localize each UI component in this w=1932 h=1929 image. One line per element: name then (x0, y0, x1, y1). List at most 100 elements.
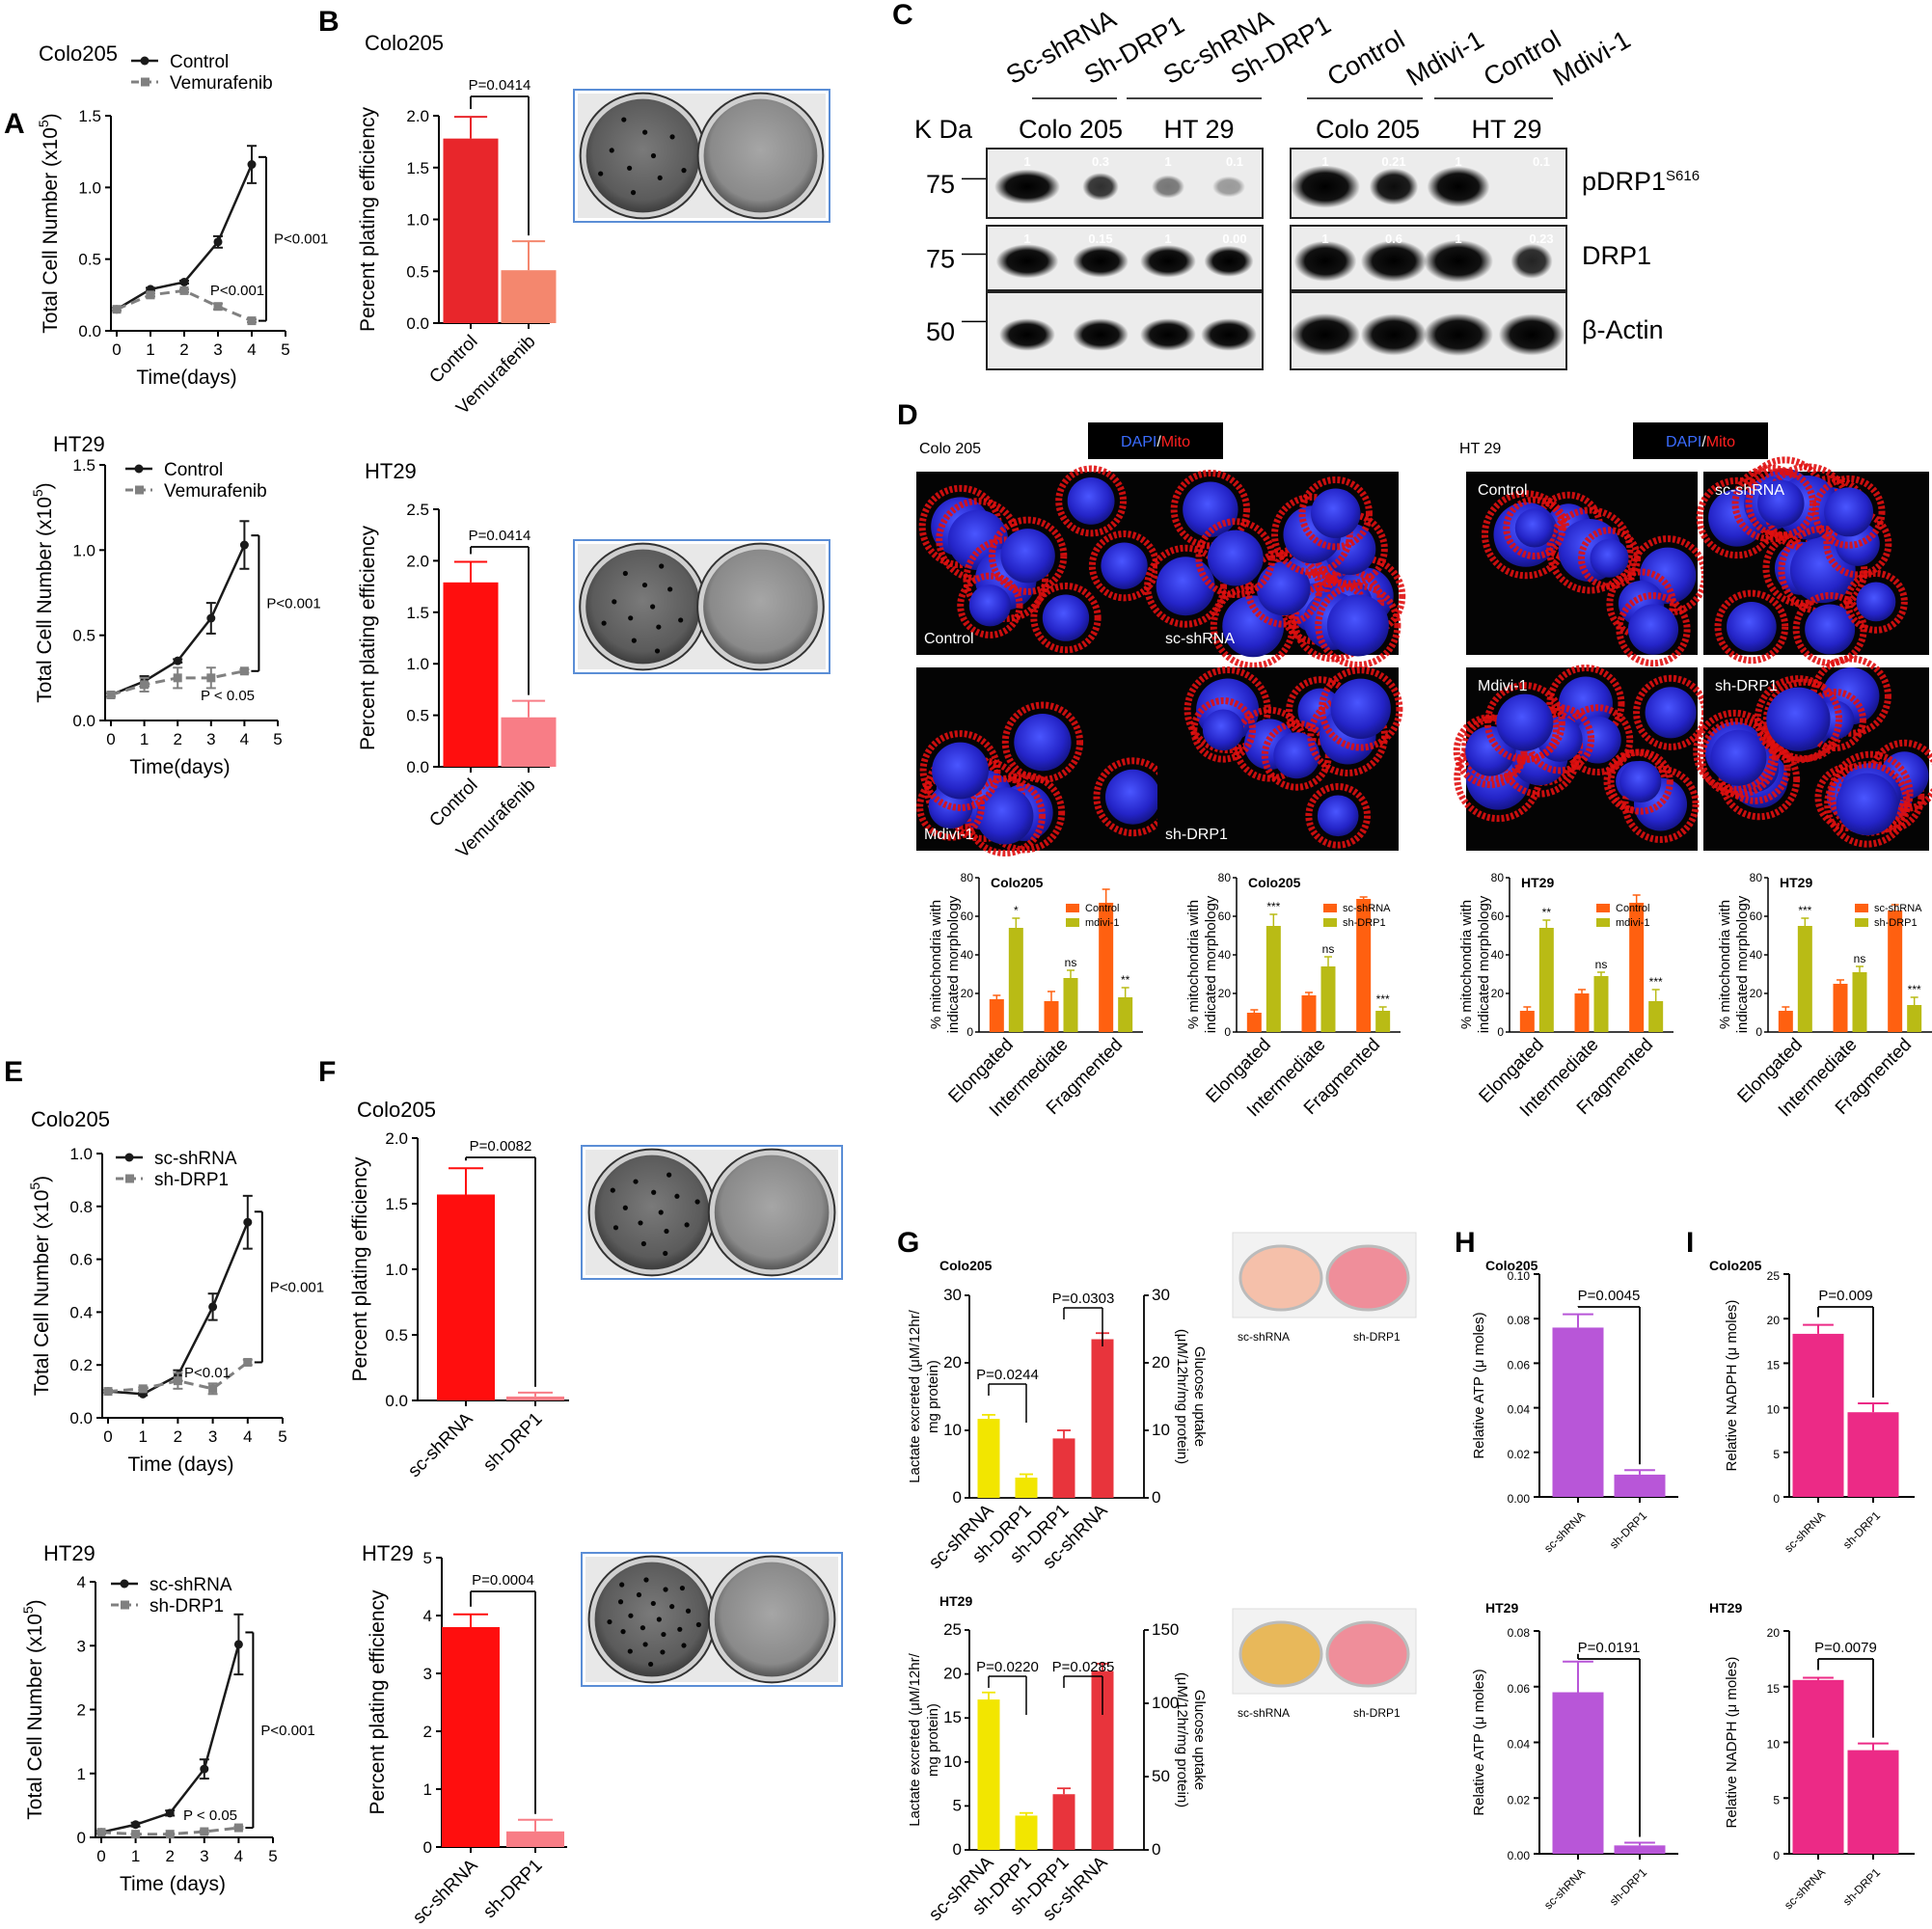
data-point-treated (140, 680, 150, 690)
morphology-bar (1797, 926, 1812, 1032)
mitochondria-signal (1562, 704, 1634, 776)
bar-glucose (1091, 1671, 1114, 1850)
panel-h-ht29-chart: 0.00 0.02 0.04 0.06 0.08 sc-shRNA sh-DRP1 P=0.0… (1471, 1600, 1678, 1912)
colony-dot (669, 1604, 675, 1610)
y-axis-label: Total Cell Number (x105) (27, 1176, 53, 1396)
y-tick-label: 2.0 (385, 1129, 408, 1148)
legend-swatch (1855, 904, 1868, 912)
panel-letter-h: H (1455, 1227, 1476, 1259)
legend-label: mdivi-1 (1616, 917, 1649, 929)
morphology-bar (1888, 910, 1903, 1032)
p-value-label: P=0.0191 (1578, 1640, 1641, 1656)
protein-name: DRP1 (1582, 241, 1651, 270)
y-axis-label-text: Total Cell Number (x10 (34, 497, 56, 703)
y-tick-label: 5 (1773, 1448, 1780, 1461)
y-tick-label: 0.5 (78, 251, 101, 269)
x-tick-label: 2 (179, 340, 188, 359)
colony-dot (628, 615, 634, 621)
lane-label: Mdivi-1 (1548, 25, 1635, 92)
mitochondria-signal (1001, 701, 1084, 783)
mitochondria-signal (1577, 527, 1641, 590)
y-tick-label: 1 (77, 1765, 86, 1783)
y-tick-label: 1.5 (385, 1195, 408, 1213)
panel-h-colo205-chart: 0.00 0.02 0.04 0.06 0.08 0.10 sc-shRNA sh-DRP1 P… (1471, 1258, 1678, 1555)
morphology-bar (1099, 903, 1114, 1032)
micrograph: Mdivi-1 (916, 667, 1173, 857)
y-axis-label: Relative ATP (μ moles) (1471, 1669, 1487, 1815)
blot-band (1291, 165, 1360, 208)
panel-letter-b: B (318, 6, 340, 38)
morphology-bar (1519, 1011, 1535, 1032)
y-tick-label: 0 (953, 1840, 962, 1859)
p-value-label: P=0.0220 (976, 1659, 1039, 1675)
y-tick-label: 4 (77, 1573, 86, 1591)
band-quantification: 0.3 (1092, 154, 1109, 169)
dish-treated (703, 549, 818, 665)
y-tick-label: 0 (1497, 1025, 1504, 1039)
legend-label-control: sc-shRNA (150, 1575, 232, 1595)
micrograph-label: sc-shRNA (1165, 631, 1235, 647)
y-tick-label: 150 (1152, 1620, 1179, 1639)
mitochondria-signal (919, 730, 1001, 811)
colony-dot (610, 1187, 615, 1193)
x-tick-label: 4 (247, 340, 256, 359)
chart-title: Colo205 (939, 1258, 993, 1273)
panel-letter-e: E (4, 1056, 23, 1088)
mitochondria-signal (1546, 665, 1625, 744)
data-point-control (179, 277, 189, 286)
kda-label: K Da (914, 115, 973, 144)
nucleus (1311, 488, 1361, 538)
y-axis-label-left: Lactate excreted (μM/12hr/ (907, 1652, 923, 1826)
data-point-control (173, 656, 182, 666)
chart-title: Colo205 (991, 875, 1044, 890)
x-tick-label: 4 (240, 730, 249, 748)
micrograph: sc-shRNA (1696, 456, 1929, 666)
chart-title: HT29 (1521, 875, 1554, 890)
bar-control (443, 138, 499, 323)
mitochondria-signal (1190, 697, 1257, 763)
colony-dot (620, 1629, 626, 1635)
micrograph: Control (1466, 472, 1708, 667)
medium-dish-treated (1325, 1244, 1410, 1312)
blot-band (1510, 243, 1553, 279)
y-axis-label: % mitochondria with (928, 900, 944, 1029)
p-value-label: P=0.0045 (1578, 1288, 1641, 1304)
p-value-label: P < 0.05 (183, 1807, 237, 1824)
micrograph: sh-DRP1 (1157, 666, 1403, 851)
data-point-treated (239, 666, 249, 676)
y-tick-label: 1.0 (69, 1145, 93, 1163)
data-point-control (247, 160, 257, 170)
x-tick-label: sh-DRP1 (1840, 1865, 1884, 1909)
mitochondria-signal (1607, 748, 1673, 815)
x-tick-label: sc-shRNA (404, 1408, 477, 1481)
legend-marker-control (120, 1579, 129, 1589)
y-axis-label-end: ) (31, 1176, 53, 1182)
y-tick-label: 0.0 (385, 1392, 408, 1410)
panel-a-ht29-chart: 0.0 0.5 1.0 1.5 0 1 2 3 4 5 Time(days) Total Cell N… (30, 432, 321, 778)
morphology-bar (1907, 1005, 1922, 1032)
data-point-treated (179, 285, 189, 295)
band-quantification: 1 (1455, 231, 1461, 246)
y-tick-label: 2 (423, 1723, 432, 1741)
bar-control (442, 1627, 500, 1847)
bar-treated (501, 270, 557, 323)
p-value-label: P<0.001 (274, 231, 328, 248)
legend-marker-control (140, 56, 150, 66)
bar-control (437, 1194, 495, 1400)
bar-glucose (1091, 1339, 1114, 1498)
morphology-bar (1833, 984, 1848, 1032)
x-tick-label: Control (425, 775, 481, 831)
micrograph-label: Mdivi-1 (924, 827, 974, 843)
y-tick-label: 0.00 (1508, 1849, 1531, 1862)
bar-glucose (1052, 1794, 1075, 1850)
y-axis-label-sup: 5 (30, 489, 45, 497)
chart-title: HT29 (939, 1593, 972, 1609)
nucleus (1619, 760, 1662, 803)
legend-marker-treated (141, 77, 150, 87)
data-point-control (165, 1808, 175, 1818)
band-quantification: 1 (1455, 154, 1461, 169)
colony-dot (622, 1205, 628, 1210)
y-tick-label: 0.0 (72, 712, 95, 730)
p-value-label: P=0.0414 (469, 528, 531, 544)
